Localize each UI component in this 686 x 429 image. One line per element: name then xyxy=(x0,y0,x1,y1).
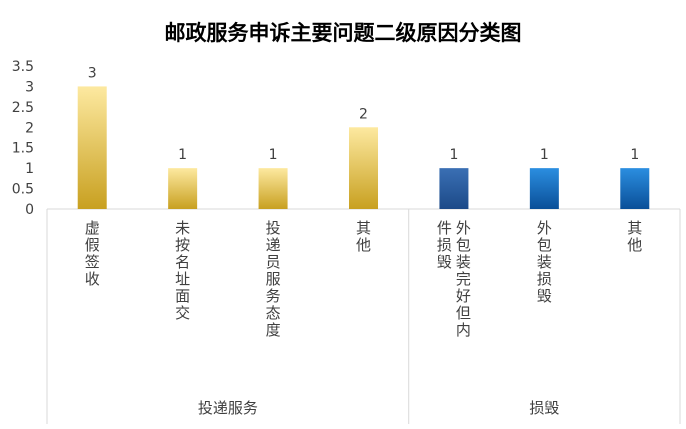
category-char: 交 xyxy=(175,304,190,322)
chart-title: 邮政服务申诉主要问题二级原因分类图 xyxy=(165,21,522,45)
category-char: 毁 xyxy=(437,253,452,271)
category-char: 好 xyxy=(456,287,471,305)
category-char: 度 xyxy=(266,321,281,339)
category-char: 按 xyxy=(175,236,190,254)
data-label: 1 xyxy=(269,147,278,163)
data-label: 1 xyxy=(540,147,549,163)
y-tick-label: 2 xyxy=(25,120,34,136)
data-label: 3 xyxy=(88,65,97,81)
category-char: 名 xyxy=(175,253,190,271)
category-char: 他 xyxy=(627,236,642,254)
category-char: 收 xyxy=(85,270,100,288)
y-tick-label: 3 xyxy=(25,79,34,95)
category-char: 完 xyxy=(456,270,471,288)
category-char: 毁 xyxy=(537,287,552,305)
category-char: 装 xyxy=(537,253,552,271)
bar xyxy=(439,168,469,209)
y-tick-label: 0 xyxy=(25,202,34,218)
category-char: 态 xyxy=(266,304,281,322)
category-char: 包 xyxy=(456,236,471,254)
data-label: 1 xyxy=(449,147,458,163)
category-char: 其 xyxy=(627,219,642,237)
category-char: 外 xyxy=(537,219,552,237)
bars xyxy=(77,86,650,209)
category-char: 但 xyxy=(456,304,471,322)
data-label: 1 xyxy=(630,147,639,163)
group-label: 投递服务 xyxy=(198,399,258,417)
bar xyxy=(349,127,378,209)
category-char: 装 xyxy=(456,253,471,271)
data-label: 1 xyxy=(178,147,187,163)
category-char: 服 xyxy=(266,270,281,288)
category-char: 损 xyxy=(537,270,552,288)
category-label: 其他 xyxy=(627,219,642,254)
category-char: 外 xyxy=(456,219,471,237)
y-tick-label: 0.5 xyxy=(12,182,34,198)
category-char: 面 xyxy=(175,287,190,305)
y-tick-label: 2.5 xyxy=(12,100,34,116)
bar xyxy=(620,168,650,209)
y-tick-label: 1.5 xyxy=(12,141,34,157)
category-char: 员 xyxy=(266,253,281,271)
category-char: 他 xyxy=(356,236,371,254)
category-char: 签 xyxy=(85,253,100,271)
category-char: 件 xyxy=(437,219,452,237)
category-char: 址 xyxy=(175,270,190,288)
category-char: 假 xyxy=(85,236,100,254)
category-char: 投 xyxy=(266,219,281,237)
category-label: 其他 xyxy=(356,219,371,254)
data-label: 2 xyxy=(359,106,368,122)
category-char: 包 xyxy=(537,236,552,254)
bar xyxy=(168,168,198,209)
category-char: 未 xyxy=(175,219,190,237)
category-char: 其 xyxy=(356,219,371,237)
category-char: 务 xyxy=(266,287,281,305)
category-char: 虚 xyxy=(85,219,100,237)
bar xyxy=(258,168,288,209)
bar xyxy=(77,86,107,209)
category-char: 损 xyxy=(437,236,452,254)
bar xyxy=(529,168,559,209)
group-label: 损毁 xyxy=(529,399,559,417)
category-char: 递 xyxy=(266,236,281,254)
labels: 3虚假签收1未按名址面交1投递员服务态度2其他1外包装完好但内件损毁1外包装损毁… xyxy=(85,65,643,417)
y-tick-label: 3.5 xyxy=(12,59,34,75)
category-char: 内 xyxy=(456,321,471,339)
axes: 0 0.5 1 1.5 2 2.5 3 3.5 xyxy=(12,59,681,424)
y-tick-label: 1 xyxy=(25,161,34,177)
